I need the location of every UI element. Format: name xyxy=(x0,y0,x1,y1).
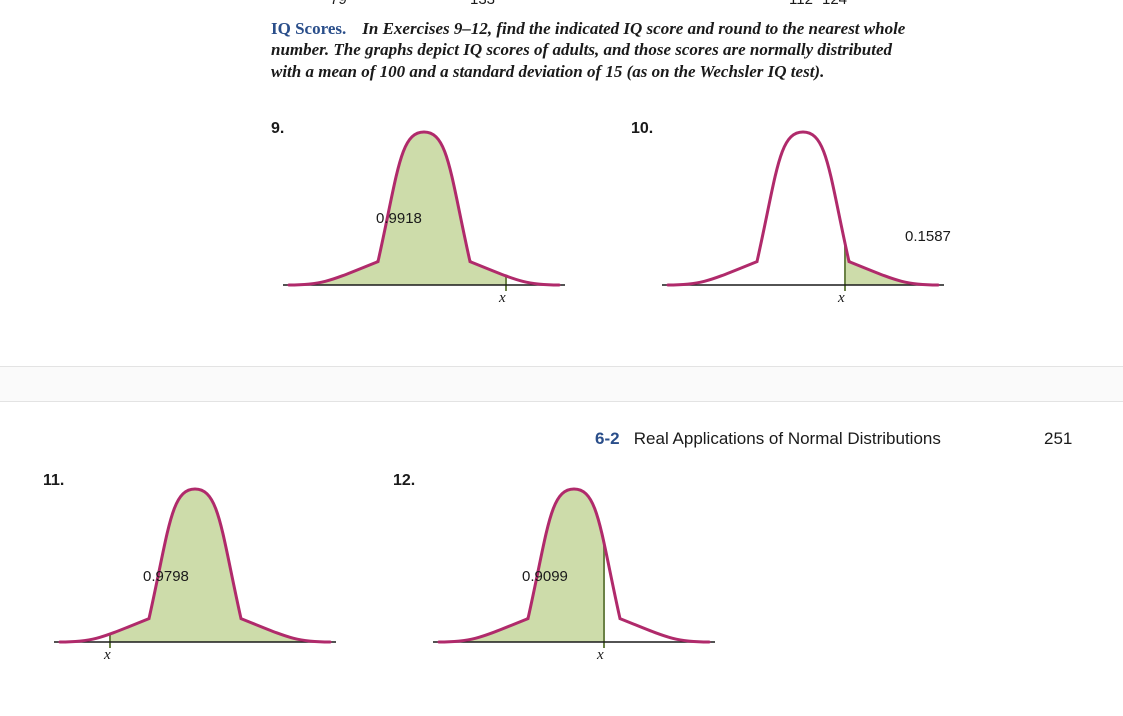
exercise-10-number: 10. xyxy=(631,120,653,138)
exercise-10-area: 0.1587 xyxy=(905,228,951,245)
cutoff-number-a: 79 xyxy=(330,0,347,8)
cutoff-number-b: 133 xyxy=(470,0,495,8)
exercise-10-curve xyxy=(658,120,948,295)
exercise-11-area: 0.9798 xyxy=(143,568,189,585)
section-number: 6-2 xyxy=(595,429,620,448)
cutoff-number-d: 124 xyxy=(822,0,847,8)
exercise-12-x-label: x xyxy=(597,647,604,664)
section-header: 6-2 Real Applications of Normal Distribu… xyxy=(595,429,941,449)
exercise-9-area: 0.9918 xyxy=(376,210,422,227)
exercise-12-curve xyxy=(429,477,719,652)
exercise-12-number: 12. xyxy=(393,472,415,490)
page: 79 133 112 124 IQ Scores. In Exercises 9… xyxy=(0,0,1123,716)
section-title: Real Applications of Normal Distribution… xyxy=(634,429,941,448)
instructions-title: IQ Scores. xyxy=(271,19,346,38)
exercise-9-curve xyxy=(279,120,569,295)
page-number: 251 xyxy=(1044,429,1072,449)
exercise-10-x-label: x xyxy=(838,290,845,307)
exercise-11-curve xyxy=(50,477,340,652)
exercise-9-x-label: x xyxy=(499,290,506,307)
instructions-block: IQ Scores. In Exercises 9–12, find the i… xyxy=(271,18,911,82)
exercise-12-area: 0.9099 xyxy=(522,568,568,585)
instructions-body: In Exercises 9–12, find the indicated IQ… xyxy=(271,19,905,81)
cutoff-number-c: 112 xyxy=(789,0,813,8)
exercise-11-x-label: x xyxy=(104,647,111,664)
page-divider xyxy=(0,366,1123,402)
